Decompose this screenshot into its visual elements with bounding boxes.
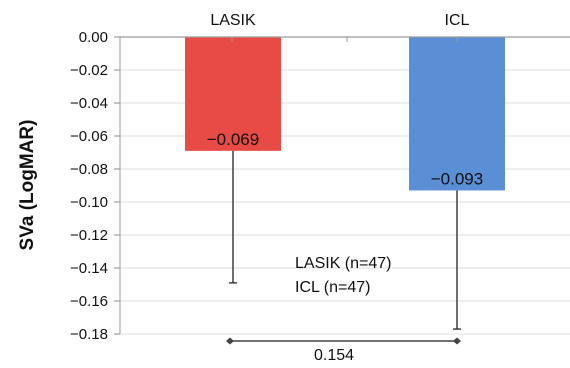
y-axis: 0.00 −0.02 −0.04 −0.06 −0.08 −0.10 −0.12 −0.14 −… [70,29,570,343]
comparison-left-marker [226,337,234,345]
comparison-value: 0.154 [314,347,354,364]
value-label-lasik: −0.069 [207,130,259,149]
category-label-lasik: LASIK [210,12,256,29]
y-tick-label: 0.00 [79,29,108,46]
y-tick-label: −0.12 [70,227,108,244]
category-label-icl: ICL [445,12,470,29]
y-tick-label: −0.08 [70,161,108,178]
bar-icl [409,37,505,191]
legend-line-lasik: LASIK (n=47) [295,255,392,272]
y-tick-label: −0.18 [70,326,108,343]
y-axis-label: SVa (LogMAR) [17,120,38,251]
bar-lasik [185,37,281,151]
value-labels: LASIK −0.069 ICL −0.093 [207,12,483,188]
comparison-bracket [226,337,461,345]
y-tick-label: −0.16 [70,293,108,310]
y-tick-label: −0.10 [70,194,108,211]
y-tick-label: −0.04 [70,95,108,112]
value-label-icl: −0.093 [431,169,483,188]
y-tick-label: −0.14 [70,260,108,277]
comparison-right-marker [453,337,461,345]
legend-line-icl: ICL (n=47) [295,279,370,296]
bars [185,37,505,191]
y-tick-label: −0.06 [70,128,108,145]
error-bars [229,150,461,330]
y-tick-label: −0.02 [70,62,108,79]
